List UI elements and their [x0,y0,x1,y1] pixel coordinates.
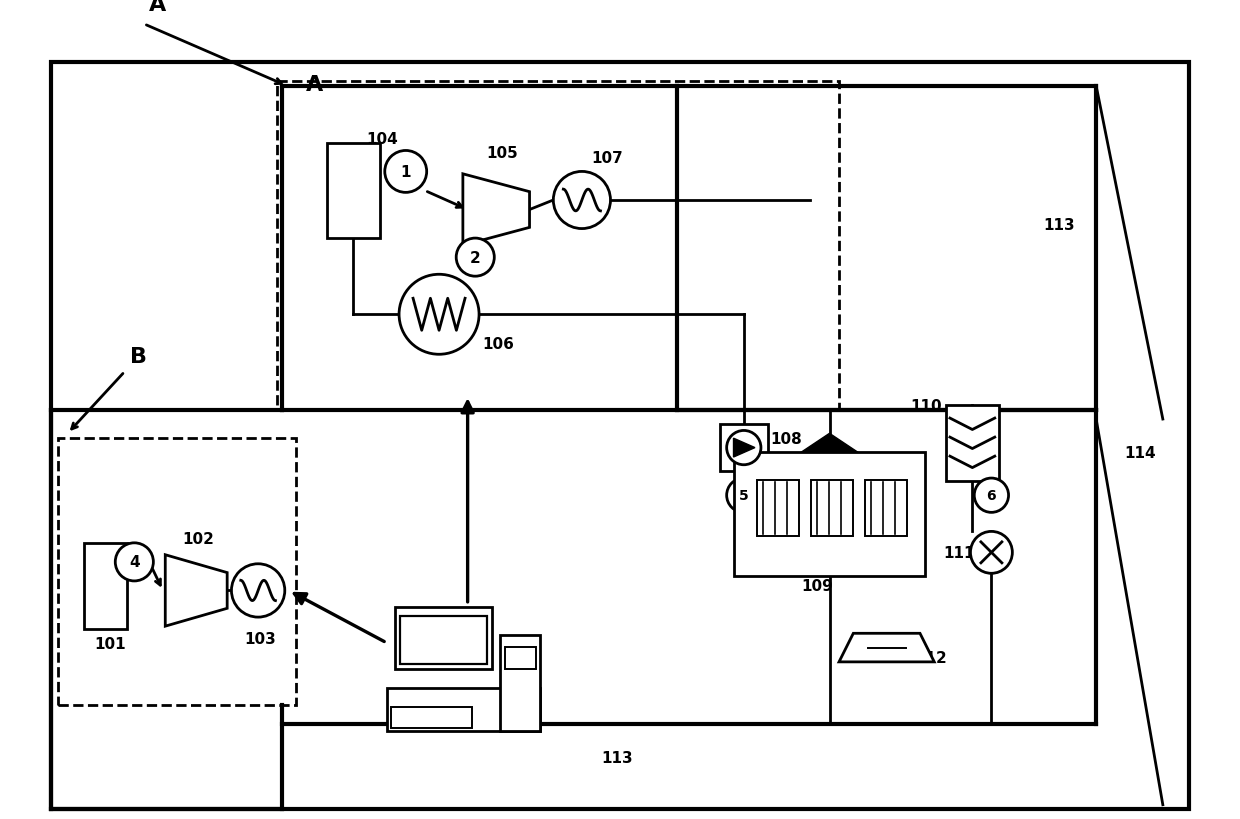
Text: 113: 113 [1044,217,1075,233]
Text: 102: 102 [182,532,213,546]
Circle shape [727,431,761,465]
Bar [278,82,839,410]
Text: 2: 2 [470,251,481,265]
Circle shape [971,532,1012,573]
Bar [946,405,998,482]
Circle shape [115,543,154,581]
Bar [84,543,128,629]
Polygon shape [801,434,858,453]
Circle shape [456,239,495,277]
Circle shape [232,564,285,618]
Bar [394,607,492,669]
Circle shape [384,152,427,193]
Bar [864,481,906,536]
Bar [392,707,472,728]
Text: 110: 110 [910,398,942,413]
Text: 111: 111 [944,545,976,560]
Text: 108: 108 [770,432,802,446]
Text: 105: 105 [486,146,518,161]
Text: 113: 113 [601,750,632,765]
Bar [399,616,487,664]
Circle shape [975,478,1008,513]
Text: B: B [129,346,146,366]
Circle shape [727,478,761,513]
Text: A: A [306,75,322,95]
Polygon shape [463,174,529,246]
Bar [505,647,536,670]
Bar [811,481,853,536]
Text: 104: 104 [366,132,398,147]
Text: 106: 106 [482,336,513,351]
Polygon shape [734,439,755,458]
Text: 1: 1 [401,165,410,179]
Bar [327,143,379,239]
Bar [58,438,296,705]
Text: 109: 109 [801,579,833,594]
Bar [500,635,541,731]
Text: 112: 112 [915,650,947,665]
Text: 4: 4 [129,554,140,570]
Bar [720,424,768,472]
Bar [734,453,925,577]
Text: 115: 115 [397,607,428,622]
Bar [758,481,800,536]
Text: 107: 107 [591,151,624,165]
Text: 103: 103 [244,631,275,646]
Text: 5: 5 [739,489,749,503]
Text: A: A [149,0,166,15]
Polygon shape [839,634,934,662]
Polygon shape [165,555,227,627]
Text: 6: 6 [987,489,996,503]
Circle shape [553,172,610,229]
Text: 114: 114 [1125,446,1157,460]
Bar [387,688,541,731]
Circle shape [399,275,479,355]
Text: 101: 101 [94,636,126,651]
